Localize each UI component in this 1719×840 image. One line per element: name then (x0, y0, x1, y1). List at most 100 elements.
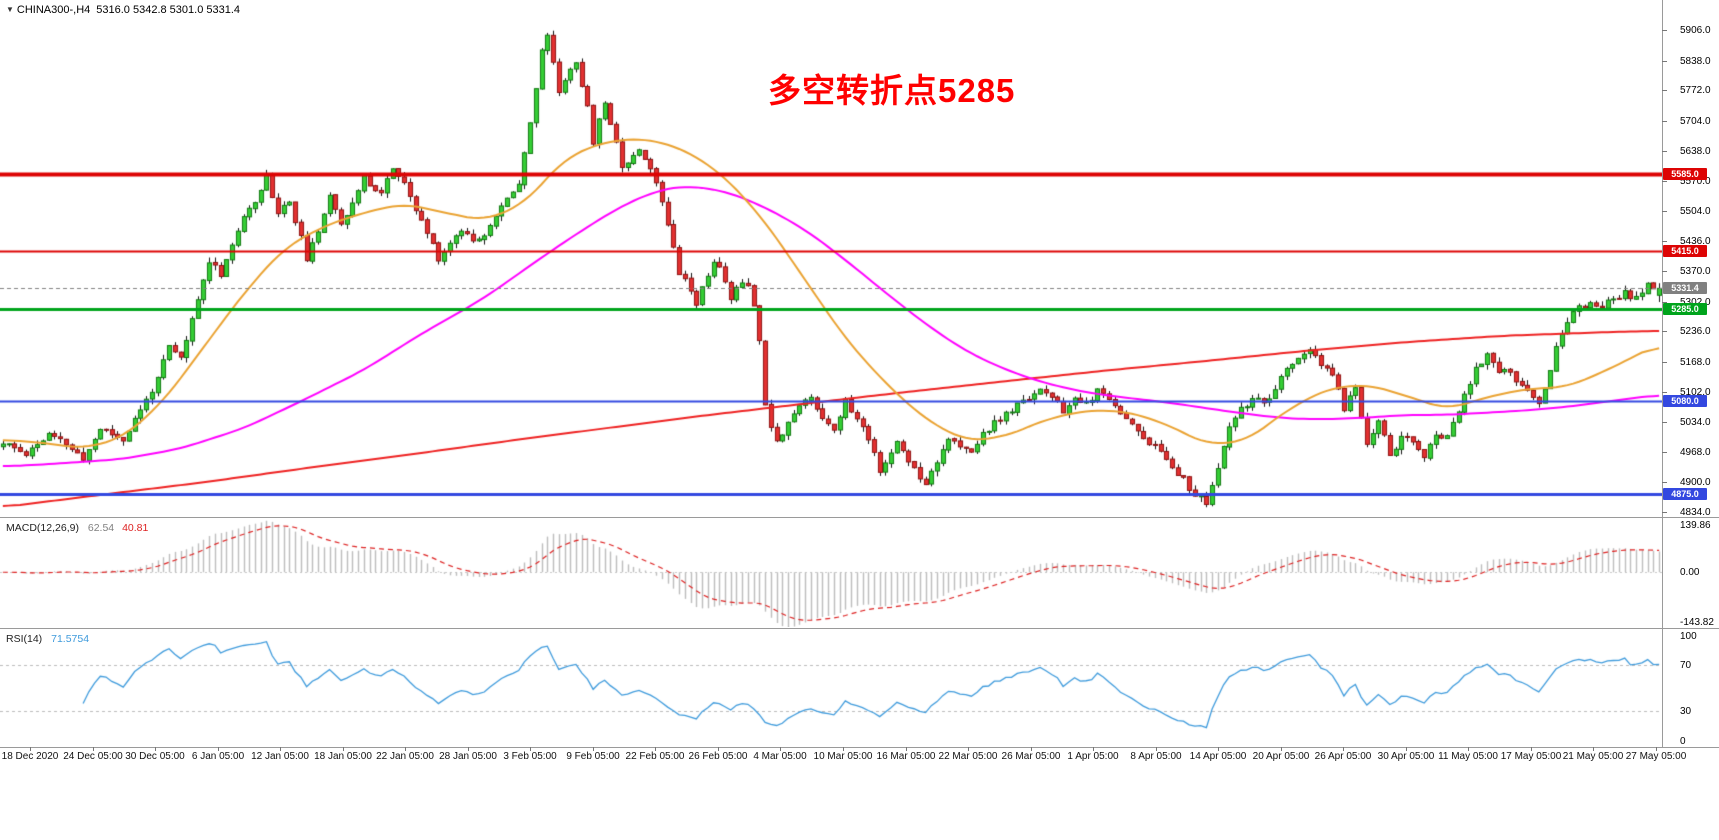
rsi-panel-canvas[interactable] (0, 630, 1662, 746)
price-axis-tick-label: 5838.0 (1680, 56, 1711, 67)
ohlc-values: 5316.0 5342.8 5301.0 5331.4 (96, 4, 241, 16)
rsi-axis-tick-label: 100 (1680, 631, 1697, 642)
time-axis-label: 18 Dec 2020 (1, 751, 59, 762)
price-level-badge: 5415.0 (1663, 245, 1707, 257)
macd-panel-canvas[interactable] (0, 519, 1662, 627)
time-axis-tick-mark (530, 747, 531, 751)
time-axis-label: 17 May 05:00 (1500, 751, 1562, 762)
price-chart-canvas[interactable] (0, 0, 1662, 518)
macd-main-value: 62.54 (87, 522, 115, 534)
price-axis-tick-label: 5370.0 (1680, 266, 1711, 277)
rsi-indicator-label: RSI(14) 71.5754 (6, 633, 89, 645)
time-axis-label: 24 Dec 05:00 (63, 751, 123, 762)
price-axis-tick-label: 5236.0 (1680, 326, 1711, 337)
time-axis-tick-mark (1468, 747, 1469, 751)
time-axis-tick-mark (1593, 747, 1594, 751)
price-axis-tick-label: 5504.0 (1680, 206, 1711, 217)
collapse-triangle-icon[interactable]: ▼ (6, 5, 14, 14)
price-axis-tick-mark (1662, 302, 1667, 303)
time-axis-label: 26 Apr 05:00 (1314, 751, 1372, 762)
price-axis-tick-label: 5034.0 (1680, 417, 1711, 428)
time-axis-tick-mark (1531, 747, 1532, 751)
macd-indicator-label: MACD(12,26,9) 62.54 40.81 (6, 522, 148, 534)
panel-separator[interactable] (0, 517, 1719, 518)
macd-name: MACD(12,26,9) (6, 522, 79, 534)
price-level-badge: 5285.0 (1663, 303, 1707, 315)
time-axis-label: 22 Jan 05:00 (376, 751, 434, 762)
chart-text-annotation[interactable]: 多空转折点5285 (768, 72, 1016, 109)
time-axis-tick-mark (718, 747, 719, 751)
time-axis-tick-mark (843, 747, 844, 751)
price-level-badge: 5080.0 (1663, 395, 1707, 407)
price-axis-tick-mark (1662, 392, 1667, 393)
time-axis-tick-mark (1343, 747, 1344, 751)
macd-axis-tick-label: 139.86 (1680, 520, 1711, 531)
price-axis-tick-label: 5102.0 (1680, 387, 1711, 398)
time-axis-label: 4 Mar 05:00 (753, 751, 807, 762)
price-level-badge: 5585.0 (1663, 168, 1707, 180)
rsi-axis-tick-label: 70 (1680, 660, 1692, 671)
time-axis-label: 26 Mar 05:00 (1001, 751, 1061, 762)
time-axis-label: 10 Mar 05:00 (813, 751, 873, 762)
price-axis-tick-label: 5638.0 (1680, 146, 1711, 157)
symbol-readout: ▼ CHINA300-,H4 5316.0 5342.8 5301.0 5331.4 (6, 4, 240, 16)
panel-separator (0, 747, 1719, 748)
price-axis-tick-label: 4834.0 (1680, 507, 1711, 518)
macd-axis-tick-label: 0.00 (1680, 567, 1700, 578)
price-axis-tick-label: 5436.0 (1680, 236, 1711, 247)
time-axis-label: 9 Feb 05:00 (566, 751, 620, 762)
price-axis-tick-label: 4968.0 (1680, 447, 1711, 458)
time-axis-label: 21 May 05:00 (1562, 751, 1624, 762)
time-axis-label: 27 May 05:00 (1625, 751, 1687, 762)
time-axis-tick-mark (1218, 747, 1219, 751)
price-axis-tick-label: 5302.0 (1680, 297, 1711, 308)
panel-separator[interactable] (0, 628, 1719, 629)
price-axis-tick-mark (1662, 211, 1667, 212)
time-axis-tick-mark (1093, 747, 1094, 751)
time-axis-label: 1 Apr 05:00 (1067, 751, 1119, 762)
price-axis-tick-mark (1662, 30, 1667, 31)
time-axis-label: 30 Dec 05:00 (125, 751, 185, 762)
rsi-value: 71.5754 (51, 633, 90, 645)
time-axis-label: 16 Mar 05:00 (876, 751, 936, 762)
price-axis-tick-mark (1662, 362, 1667, 363)
price-axis-tick-mark (1662, 90, 1667, 91)
time-axis-label: 18 Jan 05:00 (314, 751, 372, 762)
price-axis-tick-label: 5168.0 (1680, 357, 1711, 368)
price-axis-tick-mark (1662, 271, 1667, 272)
price-axis-tick-mark (1662, 181, 1667, 182)
symbol-timeframe: CHINA300-,H4 (16, 4, 91, 16)
time-axis-tick-mark (780, 747, 781, 751)
time-axis-label: 8 Apr 05:00 (1130, 751, 1182, 762)
time-axis-label: 11 May 05:00 (1438, 751, 1498, 762)
time-axis-tick-mark (218, 747, 219, 751)
price-axis-separator (1662, 0, 1663, 747)
time-axis-tick-mark (906, 747, 907, 751)
time-axis-tick-mark (1656, 747, 1657, 751)
time-axis-tick-mark (593, 747, 594, 751)
price-axis-tick-label: 5906.0 (1680, 25, 1711, 36)
time-axis-tick-mark (1406, 747, 1407, 751)
price-axis-tick-label: 5704.0 (1680, 116, 1711, 127)
time-axis-tick-mark (280, 747, 281, 751)
macd-axis-tick-label: -143.82 (1680, 617, 1714, 628)
price-level-badge: 5331.4 (1663, 282, 1707, 294)
price-axis-tick-mark (1662, 512, 1667, 513)
time-axis-label: 20 Apr 05:00 (1252, 751, 1310, 762)
price-axis-tick-mark (1662, 422, 1667, 423)
price-level-badge: 4875.0 (1663, 488, 1707, 500)
time-axis-tick-mark (30, 747, 31, 751)
price-axis-tick-mark (1662, 61, 1667, 62)
price-axis-tick-mark (1662, 331, 1667, 332)
time-axis-label: 6 Jan 05:00 (191, 751, 245, 762)
time-axis-tick-mark (405, 747, 406, 751)
price-axis-tick-mark (1662, 151, 1667, 152)
time-axis-tick-mark (968, 747, 969, 751)
time-axis-label: 26 Feb 05:00 (688, 751, 748, 762)
time-axis-tick-mark (655, 747, 656, 751)
rsi-name: RSI(14) (6, 633, 43, 645)
price-axis-tick-mark (1662, 241, 1667, 242)
time-axis-label: 12 Jan 05:00 (251, 751, 309, 762)
price-axis-tick-label: 5570.0 (1680, 176, 1711, 187)
